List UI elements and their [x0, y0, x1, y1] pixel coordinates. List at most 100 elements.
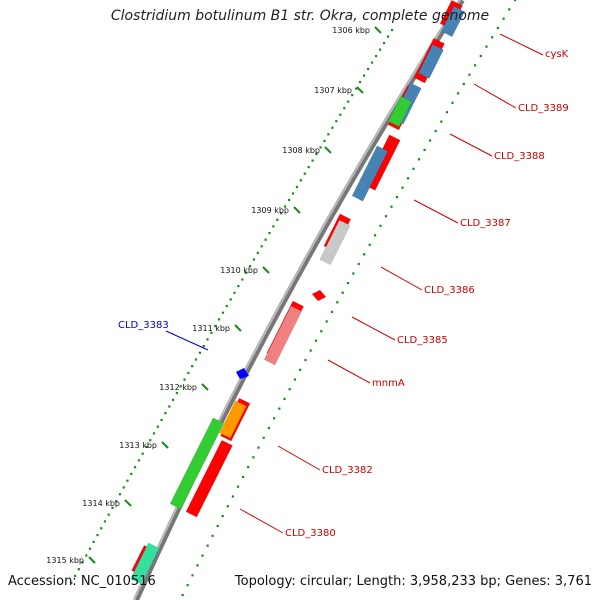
- ruler-dot: [152, 432, 156, 435]
- ruler-dot: [256, 251, 259, 254]
- gene-label: CLD_3380: [285, 528, 336, 539]
- ruler-dot: [179, 385, 182, 388]
- ruler-dot: [233, 291, 236, 294]
- inner-ruler-dot: [491, 36, 494, 39]
- inner-ruler-dot: [288, 388, 291, 391]
- label-callout-line: [449, 133, 493, 157]
- inner-ruler-dot: [451, 101, 454, 104]
- inner-ruler-dot: [434, 129, 437, 133]
- label-callout-line: [277, 445, 321, 471]
- gene-label: CLD_3383: [118, 320, 169, 331]
- ruler-tick-label: 1313 kbp: [119, 441, 157, 450]
- ruler-dot: [183, 378, 186, 381]
- inner-ruler-dot: [468, 73, 471, 76]
- ruler-tick: [124, 499, 132, 507]
- gene-label: CLD_3386: [424, 285, 475, 296]
- inner-ruler-dot: [221, 515, 224, 518]
- small-red-cds: [312, 290, 326, 301]
- inner-ruler-dot: [278, 407, 281, 410]
- ruler-dot: [149, 439, 152, 442]
- small-blue-cds: [236, 368, 249, 379]
- ruler-dot: [122, 486, 125, 489]
- ruler-dot: [100, 527, 103, 530]
- ruler-dot: [187, 371, 190, 374]
- ruler-dot: [335, 120, 338, 123]
- ruler-dot: [319, 146, 322, 149]
- ruler-dot: [299, 179, 302, 182]
- label-callout-line: [499, 33, 544, 56]
- inner-ruler-dot: [384, 215, 388, 218]
- ruler-dot: [291, 192, 295, 195]
- ruler-dot: [126, 479, 129, 482]
- ruler-tick: [293, 206, 301, 214]
- ruler-dot: [134, 466, 137, 469]
- ruler-dot: [303, 172, 306, 175]
- ruler-dot: [237, 285, 240, 288]
- inner-ruler-dot: [206, 544, 209, 547]
- ruler-tick: [356, 86, 364, 94]
- inner-ruler-dot: [508, 8, 511, 11]
- ruler-tick: [262, 266, 270, 274]
- ruler-dot: [252, 258, 255, 261]
- ruler-dot: [85, 554, 88, 557]
- ruler-dot: [245, 271, 248, 274]
- inner-ruler-dot: [242, 475, 245, 478]
- inner-ruler-dot: [336, 301, 339, 304]
- inner-ruler-dot: [325, 320, 328, 323]
- ruler-dot: [221, 311, 225, 314]
- ruler-tick-label: 1314 kbp: [82, 499, 120, 508]
- ruler-dot: [280, 212, 283, 215]
- ruler-tick: [88, 556, 96, 564]
- ruler-dot: [264, 238, 267, 241]
- ruler-tick-label: 1310 kbp: [220, 266, 258, 275]
- backbone-line: [133, 0, 465, 600]
- inner-ruler-dot: [357, 262, 360, 266]
- ruler-tick-label: 1311 kbp: [192, 324, 230, 333]
- ruler-dot: [355, 87, 358, 90]
- ruler-tick: [374, 26, 382, 34]
- inner-ruler-dot: [390, 205, 393, 208]
- ruler-dot: [202, 345, 205, 348]
- inner-ruler-dot: [341, 291, 344, 294]
- ruler-dot: [276, 218, 279, 221]
- ruler-dot: [391, 29, 394, 32]
- backbone-highlight: [133, 0, 461, 600]
- ruler-dot: [206, 338, 209, 341]
- ruler-dot: [145, 445, 148, 448]
- ruler-dot: [311, 159, 314, 162]
- ruler-dot: [288, 198, 291, 202]
- inner-ruler-dot: [514, 0, 517, 2]
- ruler-tick: [201, 383, 209, 391]
- ruler-dot: [331, 126, 334, 129]
- inner-ruler-dot: [462, 82, 465, 86]
- gene-label: cysK: [545, 49, 569, 60]
- inner-ruler-dot: [496, 26, 499, 30]
- ruler-dot: [198, 351, 201, 354]
- accession-label: Accession: NC_010516: [8, 574, 156, 589]
- gene-label: CLD_3382: [322, 465, 373, 476]
- ruler-dot: [141, 452, 144, 455]
- reverse-cds: [130, 542, 160, 585]
- ruler-tick-label: 1306 kbp: [332, 26, 370, 35]
- inner-ruler-dot: [252, 456, 255, 459]
- ruler-dot: [272, 225, 275, 228]
- gene-label: mnmA: [372, 378, 405, 389]
- label-callout-line: [327, 359, 371, 384]
- inner-ruler-dot: [474, 64, 477, 67]
- ruler-dot: [225, 305, 228, 308]
- inner-ruler-dot: [257, 446, 260, 449]
- ruler-dot: [343, 107, 346, 110]
- ruler-dot: [387, 35, 390, 38]
- reverse-cds: [387, 95, 412, 128]
- inner-ruler-dot: [440, 120, 443, 123]
- inner-ruler-dot: [226, 505, 229, 508]
- ruler-dot: [363, 74, 366, 77]
- ruler-tick: [234, 324, 242, 332]
- ruler-dot: [268, 232, 271, 235]
- inner-ruler-dot: [267, 427, 270, 430]
- inner-ruler-dot: [445, 111, 448, 114]
- ruler-dot: [359, 81, 362, 84]
- inner-ruler-dot: [201, 554, 204, 557]
- ruler-tick-label: 1309 kbp: [251, 206, 289, 215]
